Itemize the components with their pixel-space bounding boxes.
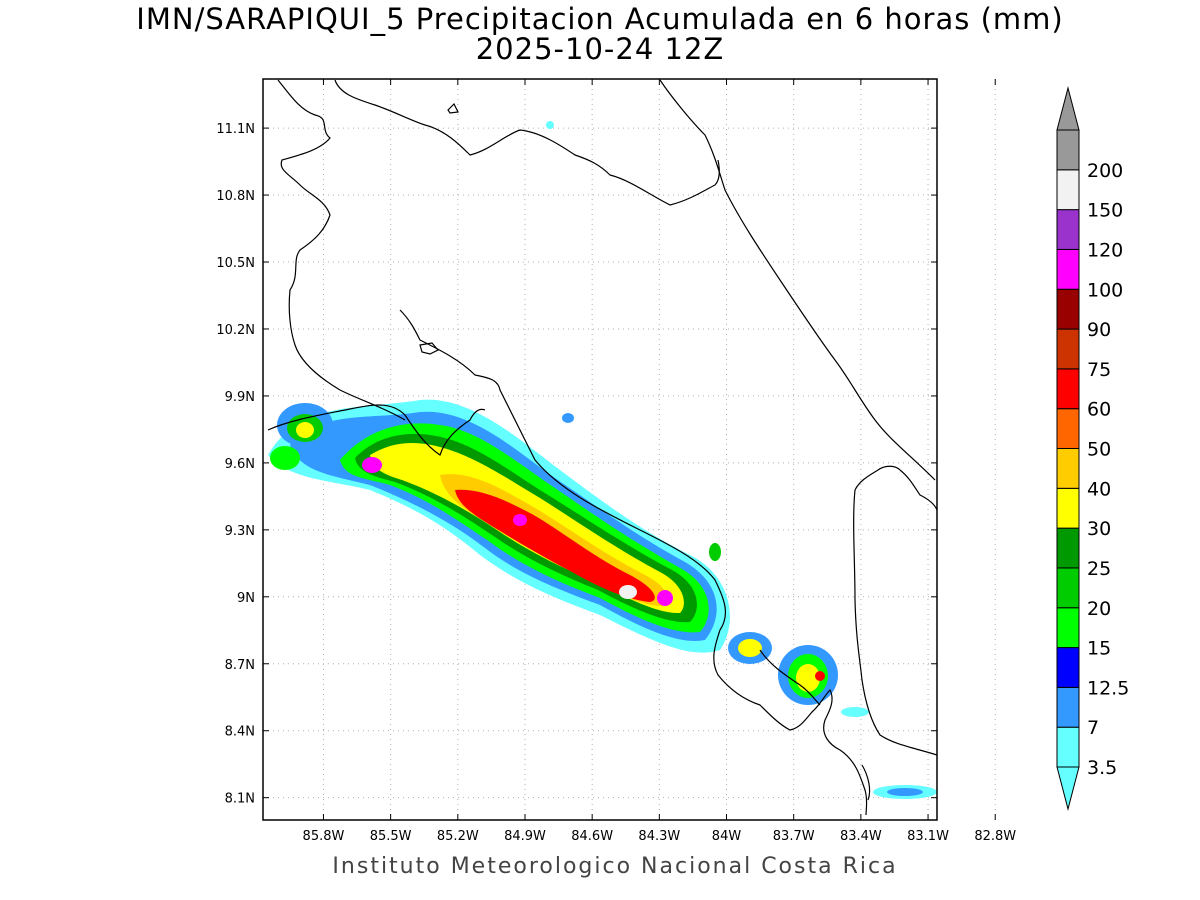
coastlines	[267, 79, 938, 816]
colorbar-label: 40	[1087, 478, 1111, 500]
colorbar-min-arrow	[1056, 766, 1080, 811]
x-tick-label: 84.3W	[638, 829, 680, 844]
y-tick-label: 9.6N	[225, 457, 255, 472]
rain-cell	[513, 514, 527, 526]
x-tick-label: 84W	[712, 829, 742, 844]
colorbar-swatch	[1056, 288, 1080, 330]
rain-cell	[562, 413, 574, 423]
colorbar-swatch	[1056, 567, 1080, 609]
colorbar-swatch	[1056, 408, 1080, 449]
colorbar-max-arrow	[1056, 86, 1080, 131]
colorbar-label: 3.5	[1087, 757, 1117, 779]
nicoya-peninsula	[267, 404, 486, 456]
coast-fragment	[861, 764, 871, 801]
panama-border	[854, 465, 938, 511]
rain-cell	[296, 422, 314, 438]
y-tick-label: 10.5N	[216, 256, 255, 271]
colorbar-swatch	[1056, 527, 1080, 569]
y-tick-label: 8.4N	[225, 725, 255, 740]
colorbar-label: 20	[1087, 598, 1111, 620]
footer-credit: Instituto Meteorologico Nacional Costa R…	[332, 854, 898, 879]
colorbar-swatch	[1056, 726, 1080, 768]
rain-cell	[546, 121, 554, 129]
colorbar-label: 200	[1087, 160, 1123, 182]
x-tick-label: 85.2W	[437, 829, 479, 844]
y-tick-label: 8.1N	[225, 792, 255, 807]
colorbar-label: 90	[1087, 319, 1111, 341]
y-tick-label: 10.8N	[216, 189, 255, 204]
colorbar-swatch	[1056, 607, 1080, 649]
colorbar-label: 100	[1087, 279, 1123, 301]
colorbar-label: 150	[1087, 200, 1123, 222]
osa-peninsula	[713, 629, 868, 816]
rain-cell	[887, 788, 923, 796]
costa-rica-north	[334, 79, 720, 206]
rain-cell	[841, 707, 869, 717]
nicoya-gulf	[399, 309, 727, 631]
rain-cell	[619, 585, 637, 599]
border-line	[759, 649, 821, 706]
colorbar-label: 25	[1087, 558, 1111, 580]
colorbar-swatch	[1056, 647, 1080, 688]
colorbar-label: 60	[1087, 399, 1111, 421]
rain-cell	[270, 446, 300, 470]
y-tick-label: 9.3N	[225, 524, 255, 539]
nicaragua-island	[447, 102, 459, 114]
rain-cell	[362, 457, 382, 473]
x-tick-label: 83.7W	[773, 829, 815, 844]
colorbar-swatch	[1056, 328, 1080, 370]
colorbar-label: 12.5	[1087, 677, 1129, 699]
rain-band-60	[455, 489, 655, 602]
y-tick-label: 8.7N	[225, 658, 255, 673]
colorbar-label: 7	[1087, 717, 1099, 739]
rain-cell	[738, 639, 762, 657]
axis-ticks: 85.8W 85.5W 85.2W 84.9W 84.6W 84.3W 84W 83.7W 83…	[216, 79, 1016, 844]
colorbar-swatch	[1056, 209, 1080, 250]
y-tick-label: 9N	[237, 591, 255, 606]
colorbar-label: 15	[1087, 638, 1111, 660]
x-tick-label: 84.6W	[571, 829, 613, 844]
x-tick-label: 85.5W	[370, 829, 412, 844]
rain-cell	[709, 543, 721, 561]
y-tick-label: 9.9N	[225, 390, 255, 405]
precipitation-field	[268, 121, 937, 799]
colorbar-label: 50	[1087, 439, 1111, 461]
y-tick-label: 11.1N	[216, 122, 255, 137]
x-tick-label: 83.4W	[840, 829, 882, 844]
rain-cell	[657, 590, 673, 606]
nicaragua-border	[277, 79, 406, 421]
x-tick-label: 84.9W	[504, 829, 546, 844]
colorbar-swatch	[1056, 248, 1080, 290]
colorbar-swatch	[1056, 686, 1080, 728]
rain-cell	[796, 664, 820, 692]
rain-cell	[815, 671, 825, 681]
map-title: IMN/SARAPIQUI_5 Precipitacion Acumulada …	[136, 2, 1064, 36]
x-tick-label: 85.8W	[303, 829, 345, 844]
colorbar-swatch	[1056, 169, 1080, 211]
lake-island	[419, 342, 439, 355]
colorbar-swatch	[1056, 487, 1080, 529]
colorbar: 3.5 7 12.5 15 20 25 30 40 50 60 75 90 100 120 150 200	[1056, 86, 1129, 811]
colorbar-swatch	[1056, 368, 1080, 410]
colorbar-label: 75	[1087, 359, 1111, 381]
caribbean-coast	[659, 79, 936, 481]
x-tick-label: 83.1W	[907, 829, 949, 844]
colorbar-label: 30	[1087, 518, 1111, 540]
map-datetime: 2025-10-24 12Z	[475, 32, 725, 66]
x-tick-label: 82.8W	[974, 829, 1016, 844]
colorbar-label: 120	[1087, 239, 1123, 261]
colorbar-swatch	[1056, 129, 1080, 171]
y-tick-label: 10.2N	[216, 323, 255, 338]
panama-coast	[853, 489, 938, 756]
map-frame	[262, 78, 938, 821]
colorbar-swatch	[1056, 448, 1080, 489]
